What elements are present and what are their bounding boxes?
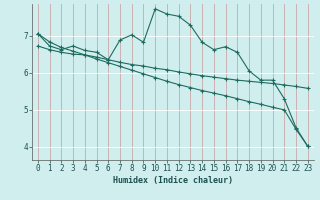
X-axis label: Humidex (Indice chaleur): Humidex (Indice chaleur) xyxy=(113,176,233,185)
